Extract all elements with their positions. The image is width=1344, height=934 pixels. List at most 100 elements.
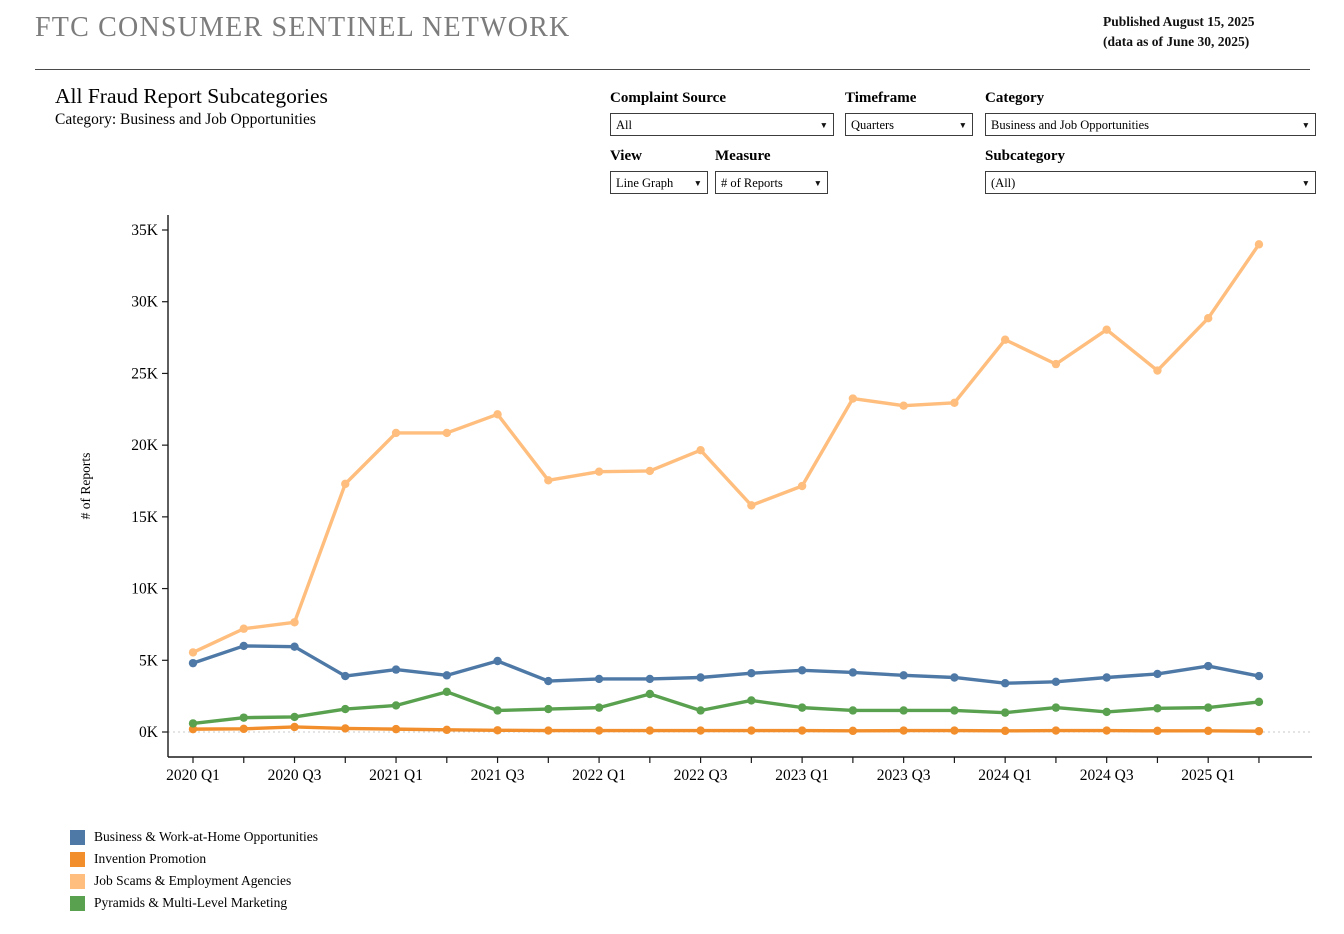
data-point[interactable] [1102,726,1111,735]
legend-item-business-work-at-home[interactable]: Business & Work-at-Home Opportunities [70,826,318,848]
data-point[interactable] [1254,697,1264,707]
data-point[interactable] [544,676,553,686]
data-point[interactable] [645,674,655,684]
legend-item-pyramids-mlm[interactable]: Pyramids & Multi-Level Marketing [70,892,318,914]
data-point[interactable] [290,642,299,651]
subcategory-select[interactable]: (All) [985,171,1316,194]
data-point[interactable] [239,724,248,734]
data-point[interactable] [645,726,655,735]
data-point[interactable] [594,674,604,684]
legend-item-job-scams[interactable]: Job Scams & Employment Agencies [70,870,318,892]
data-point[interactable] [696,706,705,715]
data-point[interactable] [848,706,858,715]
data-point[interactable] [290,712,299,722]
data-point[interactable] [341,704,350,714]
data-point[interactable] [341,724,350,733]
data-point[interactable] [391,701,401,710]
data-point[interactable] [391,724,401,734]
data-point[interactable] [696,445,705,455]
data-point[interactable] [797,481,807,491]
data-point[interactable] [1254,726,1264,736]
y-tick-label: 0K [139,724,159,741]
data-point[interactable] [1153,704,1162,713]
data-point[interactable] [1153,669,1162,679]
data-point[interactable] [391,428,401,438]
data-point[interactable] [594,703,604,712]
data-point[interactable] [1000,335,1010,344]
data-point[interactable] [645,689,655,699]
data-point[interactable] [797,726,807,735]
data-point[interactable] [1102,707,1111,717]
data-point[interactable] [1153,366,1162,375]
data-point[interactable] [239,624,248,633]
data-point[interactable] [1000,679,1010,688]
complaint-source-select[interactable]: All [610,113,834,136]
data-point[interactable] [442,687,451,697]
legend-item-invention-promotion[interactable]: Invention Promotion [70,848,318,870]
data-point[interactable] [950,706,959,715]
data-point[interactable] [341,671,350,681]
data-point[interactable] [696,726,705,735]
data-point[interactable] [594,467,604,476]
data-point[interactable] [493,410,502,419]
data-point[interactable] [188,648,198,657]
data-point[interactable] [1051,359,1061,369]
data-point[interactable] [747,696,756,705]
data-point[interactable] [493,726,502,735]
data-point[interactable] [188,719,198,728]
measure-select[interactable]: # of Reports [715,171,828,194]
data-point[interactable] [645,466,655,476]
data-point[interactable] [899,706,908,715]
data-point[interactable] [1102,325,1111,334]
data-point[interactable] [391,665,401,674]
data-point[interactable] [1204,726,1213,736]
data-point[interactable] [797,703,807,712]
y-axis-title: # of Reports [78,453,93,520]
data-point[interactable] [1204,703,1213,712]
data-point[interactable] [1000,708,1010,717]
data-point[interactable] [1000,726,1010,736]
data-point[interactable] [493,656,502,666]
data-point[interactable] [493,706,502,715]
timeframe-select[interactable]: Quarters [845,113,973,136]
data-point[interactable] [747,668,756,678]
data-point[interactable] [899,726,908,735]
data-point[interactable] [1204,661,1213,671]
data-point[interactable] [848,668,858,677]
category-select[interactable]: Business and Job Opportunities [985,113,1316,136]
data-point[interactable] [747,726,756,735]
data-point[interactable] [797,666,807,675]
data-point[interactable] [1153,726,1162,736]
data-point[interactable] [848,394,858,403]
data-point[interactable] [1051,726,1061,735]
data-point[interactable] [950,398,959,408]
data-point[interactable] [544,726,553,735]
view-select[interactable]: Line Graph [610,171,708,194]
data-point[interactable] [442,725,451,735]
data-point[interactable] [544,476,553,485]
data-point[interactable] [188,658,198,668]
data-point[interactable] [1254,671,1264,681]
data-point[interactable] [899,671,908,680]
data-point[interactable] [239,713,248,722]
data-point[interactable] [594,726,604,735]
data-point[interactable] [1102,673,1111,682]
data-point[interactable] [848,726,858,736]
data-point[interactable] [442,671,451,680]
data-point[interactable] [1254,240,1264,249]
data-point[interactable] [290,722,299,732]
data-point[interactable] [899,401,908,410]
data-point[interactable] [341,479,350,489]
data-point[interactable] [290,618,299,627]
data-point[interactable] [1051,677,1061,686]
data-point[interactable] [1051,703,1061,712]
data-point[interactable] [1204,314,1213,323]
data-point[interactable] [950,673,959,682]
data-point[interactable] [950,726,959,735]
data-point[interactable] [239,641,248,651]
legend-label: Job Scams & Employment Agencies [94,873,292,888]
data-point[interactable] [747,501,756,510]
data-point[interactable] [442,428,451,438]
data-point[interactable] [544,704,553,714]
data-point[interactable] [696,673,705,682]
